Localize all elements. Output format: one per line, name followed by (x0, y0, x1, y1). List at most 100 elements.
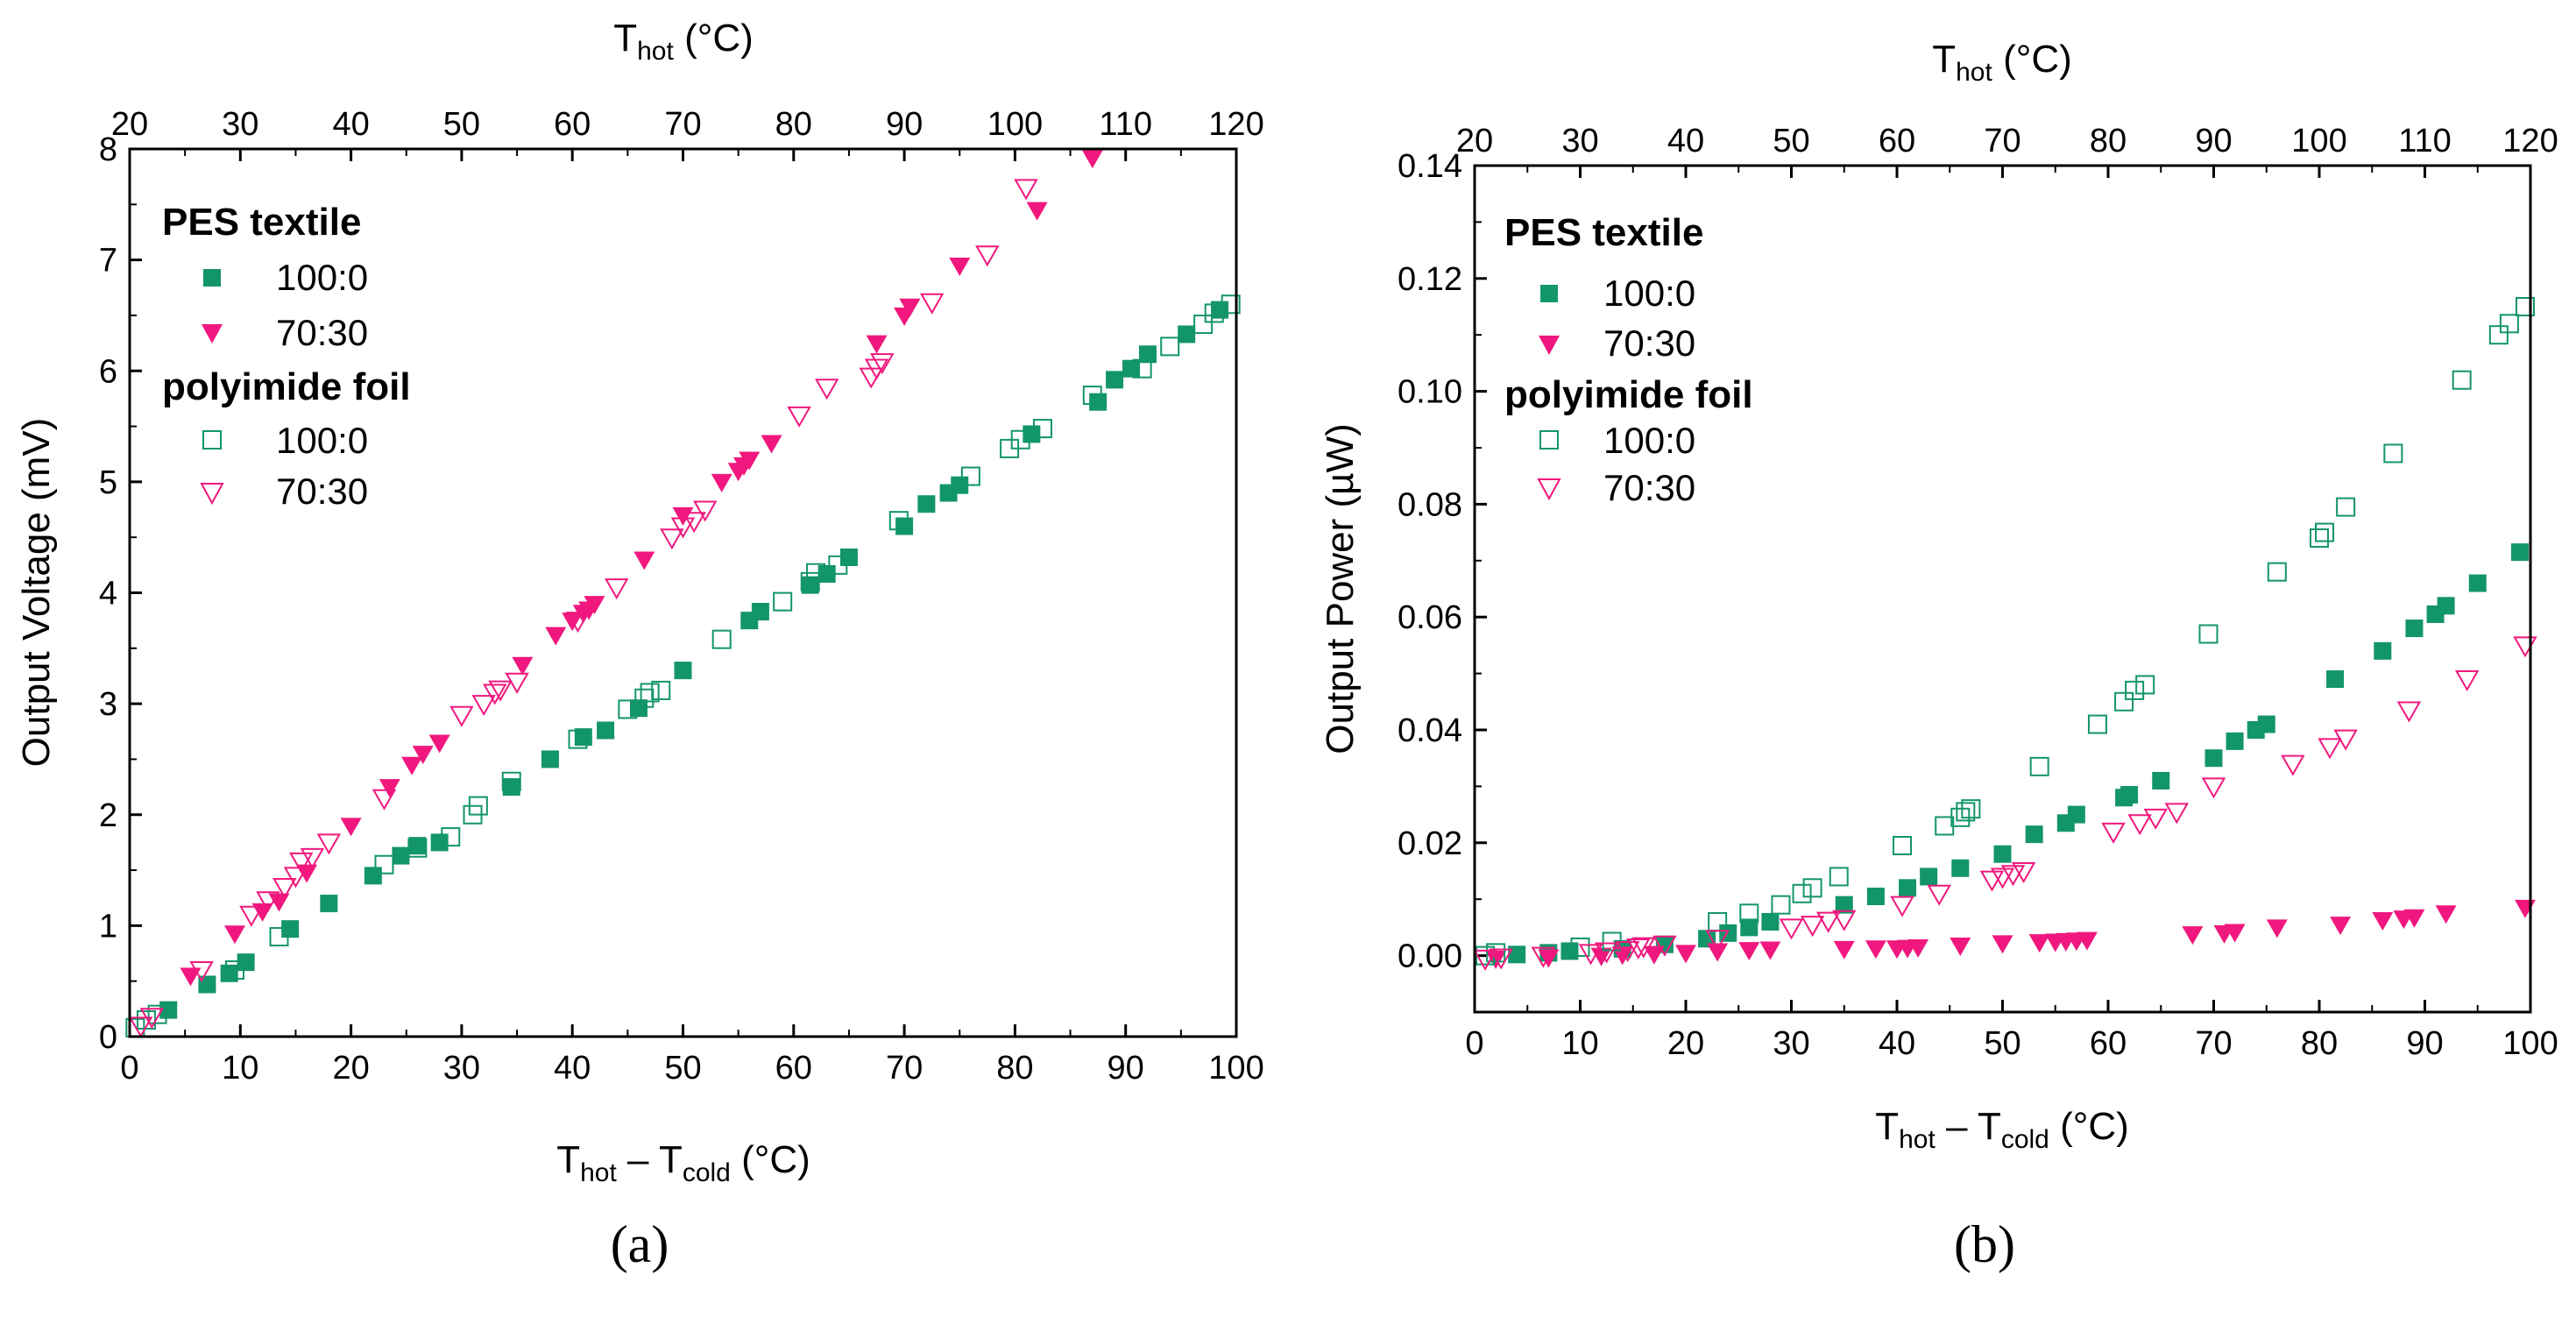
data-point (1132, 358, 1152, 379)
x-tick-label: 50 (1984, 1025, 2020, 1062)
data-point (1089, 393, 1108, 411)
data-point (1560, 942, 1579, 960)
data-point (899, 298, 921, 317)
top-tick-label: 90 (886, 106, 923, 143)
x-tick-label: 10 (222, 1050, 258, 1087)
data-point (441, 827, 461, 847)
data-point (2125, 680, 2145, 700)
data-point (180, 967, 202, 987)
legend-a: PES textile 100:0 70:30 polyimide foil 1… (162, 201, 411, 512)
data-point (801, 576, 819, 594)
data-point (1508, 945, 1526, 964)
data-point (1800, 916, 1825, 938)
data-point (2120, 786, 2139, 804)
data-point (407, 838, 428, 858)
data-point (1626, 938, 1651, 959)
x-tick-label: 100 (2502, 1025, 2558, 1062)
data-point (189, 961, 214, 983)
data-point (888, 511, 909, 531)
data-point (739, 451, 761, 471)
data-point (2025, 825, 2043, 844)
data-point (2267, 562, 2287, 582)
data-point (1023, 425, 1041, 443)
y-axis-title-a: Output Voltage (mV) (15, 418, 58, 768)
data-point (828, 555, 848, 575)
legend-group-poly-a: polyimide foil (162, 365, 411, 408)
data-point (1615, 941, 1640, 963)
x-tick-label: 90 (2406, 1025, 2443, 1062)
data-point (1698, 930, 1716, 948)
data-point (372, 789, 397, 811)
data-point (1486, 943, 1506, 963)
x-tick-label: 70 (2195, 1025, 2232, 1062)
data-point (2333, 729, 2358, 751)
data-point (761, 435, 782, 454)
legend-entry-pes-7030-a: 70:30 (276, 312, 368, 353)
data-point (1138, 345, 1157, 364)
data-point (1990, 867, 2015, 889)
x-axis-title-a: Thot – Tcold (°C) (556, 1138, 810, 1187)
data-point (2454, 670, 2480, 692)
data-point (2029, 756, 2049, 776)
data-point (1761, 912, 1780, 931)
y-tick-label: 4 (99, 576, 117, 612)
data-point (1740, 918, 1759, 937)
data-point (870, 353, 895, 375)
data-point (2514, 899, 2536, 918)
data-point (283, 867, 308, 889)
data-point (1802, 878, 1822, 898)
data-point (502, 778, 520, 797)
data-point (1705, 930, 1730, 952)
data-point (1927, 884, 1951, 906)
data-point (1578, 944, 1603, 966)
data-point (2318, 738, 2342, 760)
data-point (2198, 624, 2219, 644)
data-point (859, 367, 883, 389)
data-point (866, 335, 888, 354)
data-point (1865, 940, 1886, 959)
legend-marker-pes-7030-b (1539, 336, 1560, 355)
data-point (672, 506, 694, 526)
data-point (2226, 732, 2244, 750)
data-point (1738, 942, 1760, 961)
data-point (1211, 301, 1229, 319)
top-tick-label: 120 (1208, 106, 1263, 143)
legend-marker-poly-7030-b (1537, 478, 1561, 501)
data-point (392, 846, 410, 865)
data-point (839, 548, 858, 566)
top-axis-title-a: Thot (°C) (613, 17, 754, 66)
data-point (1489, 948, 1513, 970)
data-point (2257, 715, 2275, 733)
data-point (2000, 865, 2026, 887)
y-tick-label: 7 (99, 243, 117, 280)
data-point (1106, 371, 1124, 389)
top-tick-label: 80 (775, 106, 812, 143)
data-point (269, 927, 289, 947)
data-point (545, 627, 567, 646)
legend-entry-poly-7030-b: 70:30 (1603, 467, 1695, 508)
data-point (2204, 749, 2223, 768)
x-tick-label: 0 (120, 1050, 138, 1087)
data-point (2468, 574, 2487, 592)
data-point (1792, 883, 1812, 903)
legend-b: PES textile 100:0 70:30 polyimide foil 1… (1504, 211, 1753, 508)
data-point (541, 750, 559, 768)
legend-marker-pes-7030-a (202, 324, 223, 343)
x-tick-label: 10 (1561, 1025, 1598, 1062)
top-tick-label: 80 (2090, 123, 2127, 159)
data-point (2403, 909, 2425, 928)
x-tick-label: 60 (775, 1050, 812, 1087)
data-point (693, 500, 718, 522)
x-tick-label: 0 (1465, 1025, 1483, 1062)
data-point (340, 818, 362, 837)
data-point (711, 473, 732, 492)
data-point (1890, 896, 1914, 917)
y-tick-label: 0.12 (1398, 261, 1462, 298)
y-tick-label: 0 (99, 1019, 117, 1056)
legend-entry-pes-100-a: 100:0 (276, 257, 368, 298)
data-point (1719, 924, 1737, 942)
data-point (2488, 325, 2509, 345)
y-tick-label: 6 (99, 353, 117, 390)
top-tick-label: 70 (1984, 123, 2020, 159)
data-point (895, 517, 914, 535)
